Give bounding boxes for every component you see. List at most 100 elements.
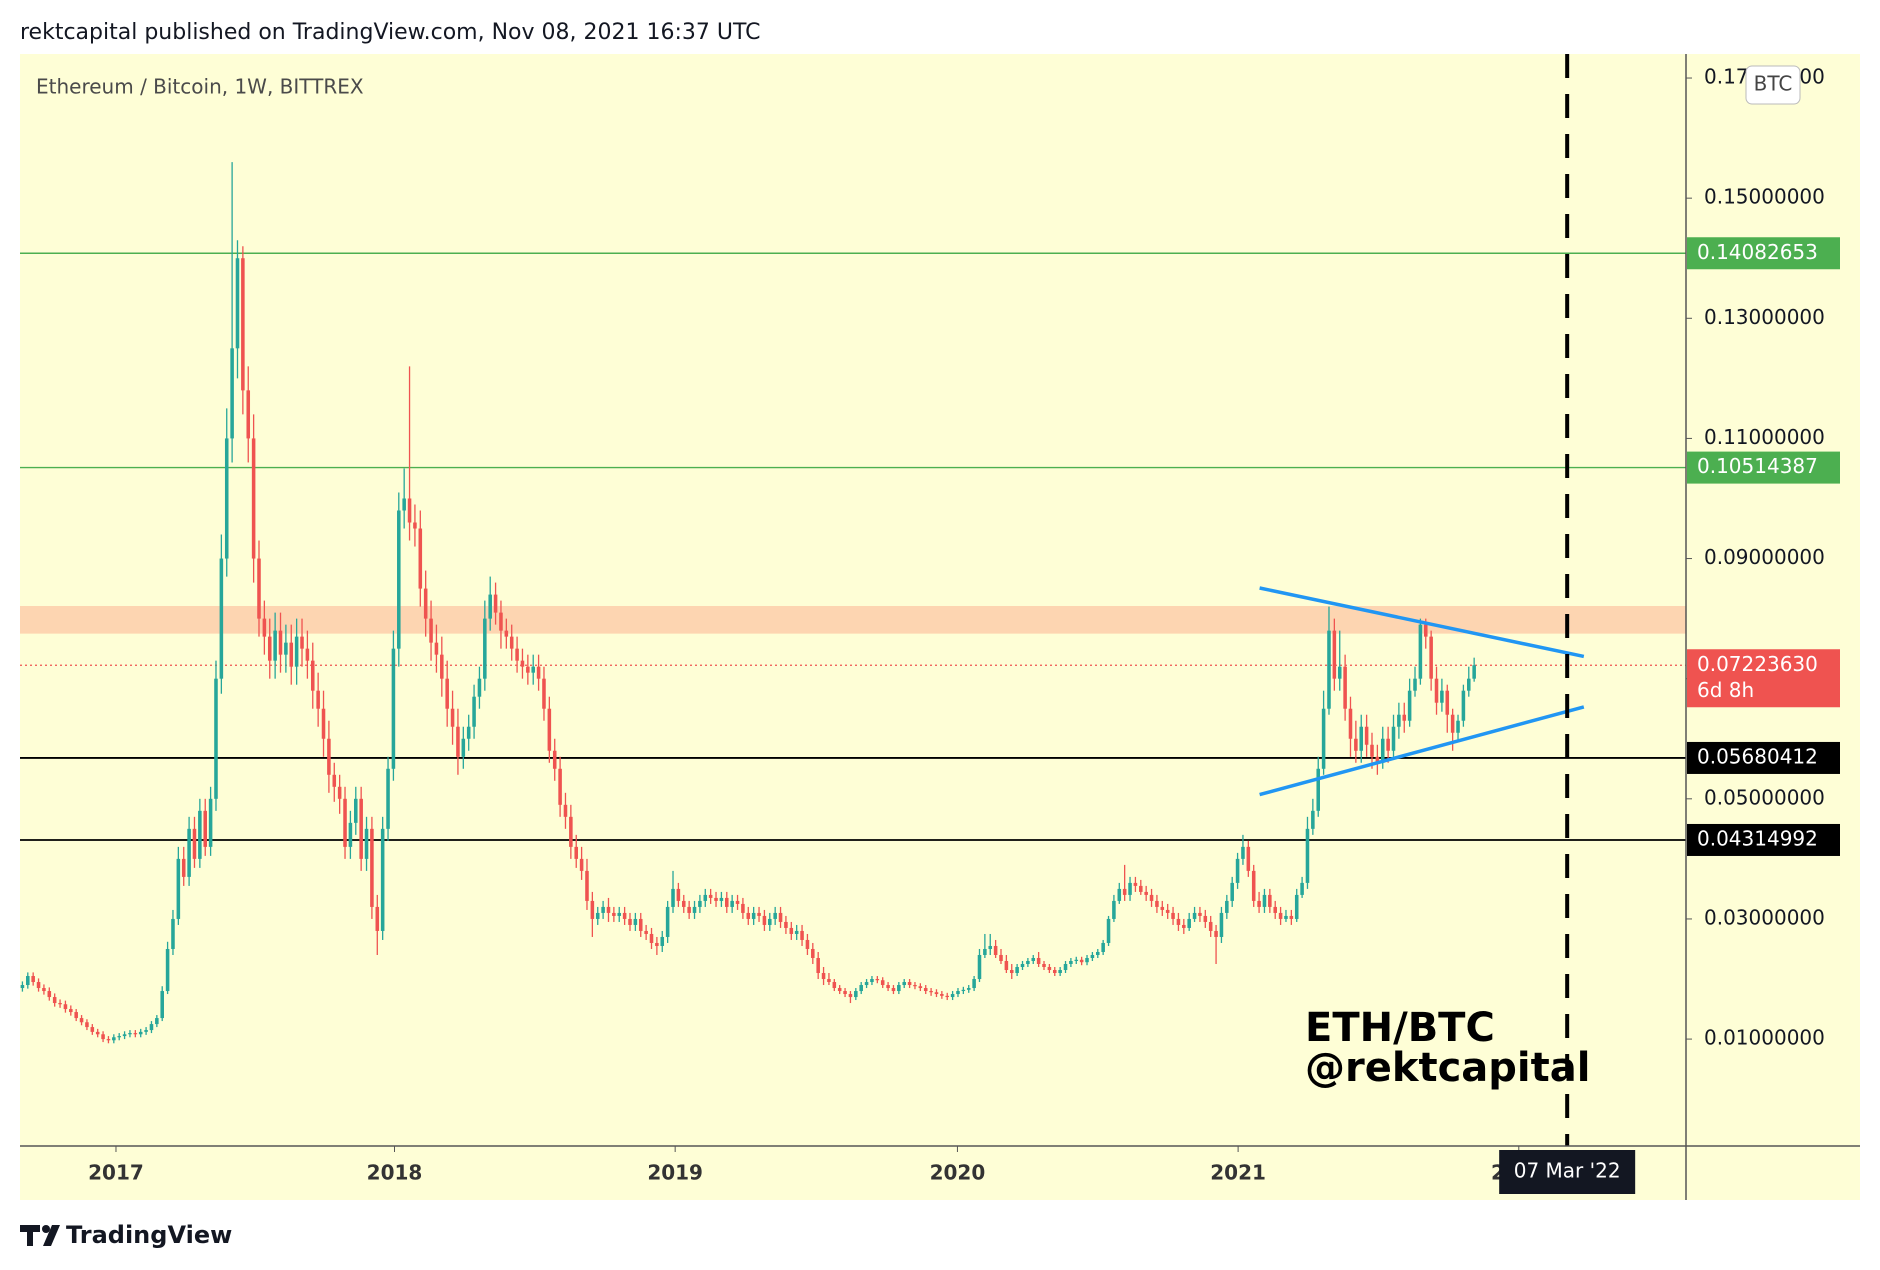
trendline [1259,705,1585,797]
candle-body [681,900,686,907]
candle-body [622,912,627,919]
candle-body [1348,708,1353,739]
candle-body [1284,915,1288,919]
candle-body [1203,915,1208,922]
candle-body [574,846,579,859]
candle-body [606,906,611,913]
candle-body [1273,906,1277,913]
candle-body [235,258,240,349]
candle-body [1036,957,1041,964]
candle-body [1155,900,1159,907]
candle-body [1144,891,1148,895]
candle-body [192,828,197,859]
countdown-label: 6d 8h [1697,678,1754,702]
candle-body [203,810,208,847]
candle-body [907,982,912,986]
candle-body [122,1034,127,1037]
candle-body [773,912,777,919]
candle-body [165,948,170,992]
candle-body [569,816,573,847]
candle-body [327,738,331,775]
last-price-label: 0.07223630 [1697,652,1818,676]
candle-body [85,1022,89,1028]
candle-body [891,988,896,992]
candle-body [590,900,595,919]
candle-body [488,594,492,619]
candle-body [703,894,708,901]
logo-dot [42,1225,50,1233]
y-tick-label: 0.03000000 [1704,905,1825,929]
candle-body [310,660,315,691]
trendline [1259,586,1585,659]
candle-body [875,979,880,981]
candle-body [128,1033,132,1035]
candle-body [649,933,654,943]
candle-body [1171,912,1175,919]
candle-body [945,995,950,998]
candle-body [461,738,466,757]
candle-body [741,903,745,913]
candle-body [466,726,471,739]
candle-body [289,642,294,667]
candle-body [725,897,729,907]
candle-body [1278,912,1283,919]
candle-body [1467,678,1471,691]
candle-body [300,636,304,649]
candle-body [407,498,412,523]
candle-body [1397,714,1401,727]
chart-title: Ethereum / Bitcoin, 1W, BITTREX [36,75,364,99]
candle-body [950,994,955,998]
candle-body [1380,738,1385,763]
logo-mark [20,1225,40,1246]
candle-body [547,708,552,751]
candle-body [735,900,740,904]
candle-body [854,991,858,998]
y-tick-label: 0.09000000 [1704,545,1825,569]
publish-header: rektcapital published on TradingView.com… [20,20,761,45]
candle-body [224,438,229,559]
candle-body [1423,624,1428,637]
candle-body [918,986,923,989]
candle-body [246,390,251,439]
candle-body [375,906,380,931]
candle-body [440,654,444,679]
candle-body [1235,858,1240,883]
candle-body [1063,964,1068,971]
candle-body [1456,720,1460,733]
candle-body [1300,882,1304,895]
candle-body [628,918,632,925]
candle-body [843,991,847,995]
candle-body [837,988,842,992]
candle-body [364,828,369,859]
candle-body [1074,959,1079,961]
annotation: @rektcapital [1305,1045,1590,1091]
candle-body [929,991,933,993]
candle-body [859,985,863,992]
candle-body [805,939,810,949]
candle-body [429,618,433,643]
candle-body [52,997,57,1004]
candle-body [1026,960,1030,964]
candle-body [187,828,191,877]
candle-body [993,945,998,955]
candle-body [493,594,498,613]
candle-body [972,979,976,989]
candle-body [278,630,283,655]
candle-body [499,612,503,631]
candle-body [149,1024,154,1031]
candle-body [1192,912,1197,919]
candle-body [1058,970,1062,974]
annotation: ETH/BTC [1305,1005,1495,1051]
candle-body [69,1009,73,1013]
candle-body [1450,714,1455,733]
candle-body [526,666,530,673]
candle-body [934,992,939,995]
candle-body [617,912,622,916]
candle-body [262,618,267,637]
candle-body [79,1018,84,1023]
candle-body [316,690,320,709]
candle-body [676,888,681,901]
candle-body [762,915,767,925]
candle-body [456,726,460,757]
candle-body [655,942,659,946]
